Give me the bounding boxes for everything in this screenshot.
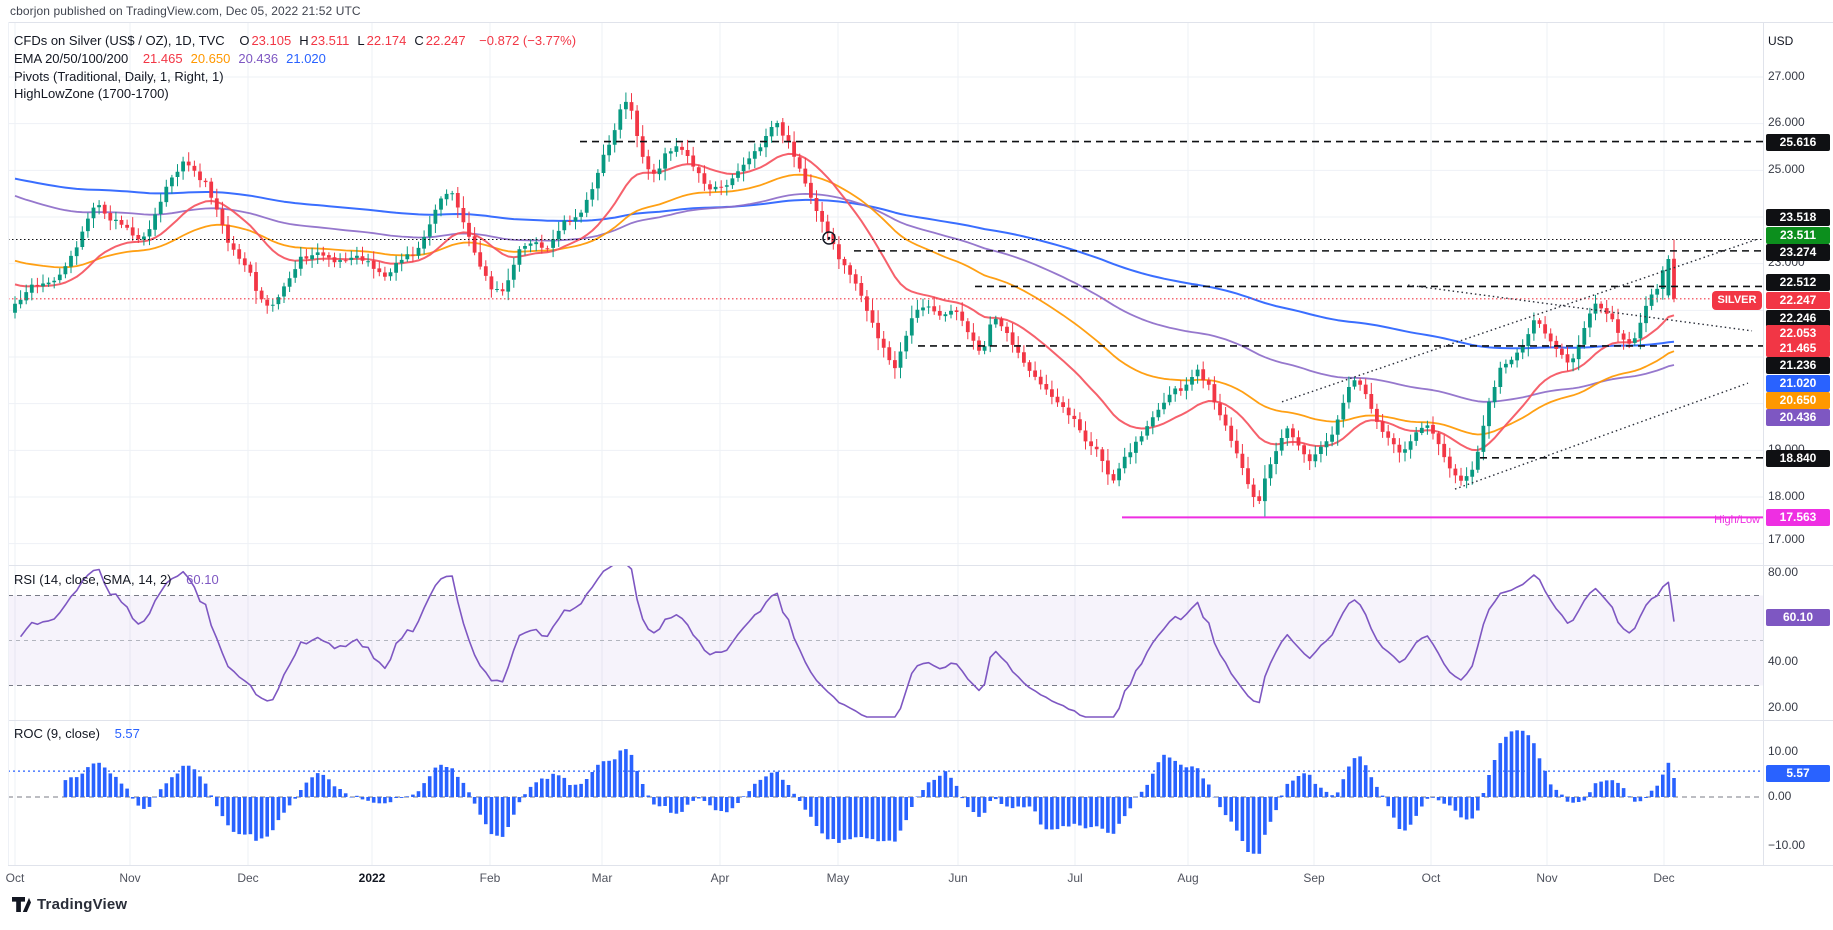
roc-label: ROC (9, close): [14, 726, 100, 741]
ema-values: 21.465 20.650 20.436 21.020: [143, 51, 334, 66]
axis-price-badge: 23.518: [1766, 208, 1830, 226]
axis-tick: 20.00: [1768, 700, 1799, 714]
axis-currency-label: USD: [1768, 34, 1794, 48]
tradingview-logo-text: TradingView: [37, 896, 128, 913]
axis-tick: 25.000: [1768, 162, 1805, 176]
change-value: −0.872 (−3.77%): [479, 33, 577, 48]
axis-price-badge: 23.274: [1766, 243, 1830, 261]
ohlc-key: O: [239, 33, 250, 48]
time-axis-label: May: [826, 871, 850, 885]
axis-price-badge: 21.465: [1766, 339, 1830, 357]
time-axis-label: Oct: [1421, 871, 1441, 885]
time-axis-label: Nov: [119, 871, 141, 885]
axis-tick: 26.000: [1768, 115, 1805, 129]
price-pane[interactable]: [13, 92, 1676, 518]
axis-price-badge: 5.57: [1766, 764, 1830, 782]
time-axis-label: Mar: [591, 871, 613, 885]
time-axis-label: Jun: [948, 871, 968, 885]
pivots-legend-row[interactable]: Pivots (Traditional, Daily, 1, Right, 1): [14, 69, 226, 84]
ohlc-val: 22.174: [366, 33, 407, 48]
axis-tick: 0.00: [1768, 789, 1792, 803]
rsi-label: RSI (14, close, SMA, 14, 2): [14, 572, 172, 587]
time-axis-label: Nov: [1536, 871, 1558, 885]
axis-price-badge: 18.840: [1766, 449, 1830, 467]
ohlc-key: H: [299, 33, 309, 48]
time-axis-label: Oct: [5, 871, 25, 885]
ema-value: 21.020: [286, 51, 326, 66]
tradingview-logo-icon: [12, 896, 31, 912]
ema-value: 20.436: [238, 51, 279, 66]
axis-price-badge: 22.512: [1766, 273, 1830, 291]
axis-tick: 18.000: [1768, 489, 1805, 503]
pivots-label: Pivots (Traditional, Daily, 1, Right, 1): [14, 69, 224, 84]
axis-price-badge: 25.616: [1766, 133, 1830, 151]
axis-tick: 27.000: [1768, 69, 1805, 83]
axis-tick: 40.00: [1768, 654, 1799, 668]
ohlc-key: L: [357, 33, 365, 48]
ohlc-key: C: [414, 33, 424, 48]
time-axis-label: 2022: [358, 871, 386, 885]
highlow-note: High/Low: [1714, 514, 1760, 526]
time-axis-label: Jul: [1067, 871, 1083, 885]
ohlc-val: 22.247: [425, 33, 466, 48]
time-axis-label: Dec: [1653, 871, 1675, 885]
axis-price-badge: 21.020: [1766, 374, 1830, 392]
roc-legend-row[interactable]: ROC (9, close) 5.57: [14, 726, 142, 741]
time-axis-label: Feb: [479, 871, 501, 885]
axis-price-badge: 20.436: [1766, 408, 1830, 426]
axis-tick: 10.00: [1768, 744, 1799, 758]
roc-pane[interactable]: [8, 730, 1763, 854]
axis-price-badge: 17.563: [1766, 508, 1830, 526]
time-axis-label: Aug: [1177, 871, 1199, 885]
roc-value: 5.57: [114, 726, 140, 741]
time-axis-label: Dec: [237, 871, 259, 885]
axis-price-badge: 23.511: [1766, 226, 1830, 244]
axis-price-badge: 60.10: [1766, 608, 1830, 626]
ohlc-val: 23.105: [251, 33, 292, 48]
ohlc-values: O 23.105 H 23.511 L 22.174 C 22.247: [239, 33, 473, 48]
ohlc-val: 23.511: [310, 33, 350, 48]
published-line: cborjon published on TradingView.com, De…: [10, 4, 361, 18]
tradingview-logo[interactable]: TradingView: [12, 896, 127, 913]
ema-legend-row[interactable]: EMA 20/50/100/200 21.465 20.650 20.436 21.0…: [14, 51, 336, 66]
gridlines: [8, 22, 1763, 865]
ema-value: 20.650: [190, 51, 231, 66]
price-pane-overlays: [8, 140, 1763, 519]
axis-tick: −10.00: [1768, 838, 1806, 852]
axis-tick: 80.00: [1768, 565, 1799, 579]
symbol-legend-row[interactable]: CFDs on Silver (US$ / OZ), 1D, TVC O 23.1…: [14, 33, 578, 48]
axis-price-badge: 21.236: [1766, 356, 1830, 374]
highlowzone-label: HighLowZone (1700-1700): [14, 86, 169, 101]
silver-symbol-tag: SILVER: [1712, 290, 1762, 310]
ema-value: 21.465: [142, 51, 183, 66]
axis-price-badge: 20.650: [1766, 391, 1830, 409]
rsi-value: 60.10: [186, 572, 219, 587]
ema-label: EMA 20/50/100/200: [14, 51, 129, 66]
rsi-legend-row[interactable]: RSI (14, close, SMA, 14, 2) 60.10: [14, 572, 221, 587]
axis-price-badge: 22.246: [1766, 309, 1830, 327]
time-axis-label: Apr: [710, 871, 730, 885]
highlowzone-legend-row[interactable]: HighLowZone (1700-1700): [14, 86, 171, 101]
axis-tick: 17.000: [1768, 532, 1805, 546]
axis-price-badge: 22.247: [1766, 291, 1830, 309]
rsi-pane[interactable]: [8, 564, 1763, 718]
time-axis-label: Sep: [1303, 871, 1325, 885]
pane-frames: [8, 22, 1833, 866]
symbol-title: CFDs on Silver (US$ / OZ), 1D, TVC: [14, 33, 225, 48]
axis-price-badge: 22.053: [1766, 324, 1830, 342]
